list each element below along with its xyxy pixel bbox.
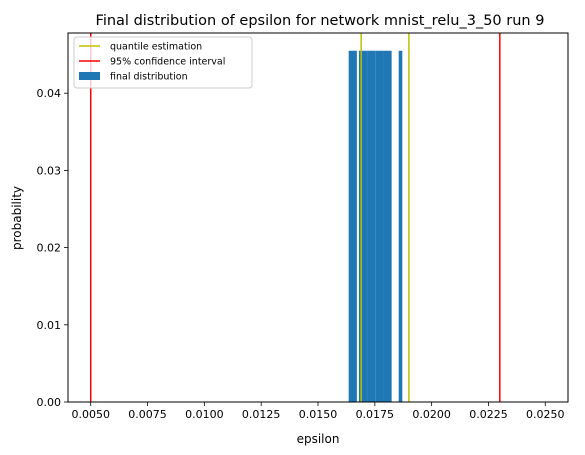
bar-4 <box>383 50 392 403</box>
x-tick-label-1: 0.0075 <box>128 408 167 421</box>
bars-group <box>348 50 403 403</box>
legend-distribution-label: final distribution <box>110 72 188 83</box>
x-tick-label-5: 0.0175 <box>356 408 395 421</box>
legend-ci-label: 95% confidence interval <box>110 57 225 68</box>
y-tick-label-4: 0.04 <box>37 87 62 100</box>
y-axis-ticks: 0.00 0.01 0.02 0.03 0.04 <box>37 87 68 409</box>
x-tick-label-6: 0.0200 <box>412 408 451 421</box>
y-tick-label-0: 0.00 <box>37 396 62 409</box>
legend-distribution-patch <box>79 72 100 80</box>
reference-lines-group <box>89 33 501 402</box>
legend: quantile estimation 95% confidence inter… <box>73 36 253 89</box>
x-tick-label-3: 0.0125 <box>242 408 281 421</box>
bar-0 <box>348 50 357 403</box>
x-tick-label-2: 0.0100 <box>185 408 224 421</box>
bar-1 <box>358 50 368 403</box>
x-tick-label-4: 0.0150 <box>299 408 338 421</box>
x-axis-ticks: 0.0050 0.0075 0.0100 0.0125 0.0150 0.0175 0.02… <box>71 402 565 421</box>
legend-quantile-label: quantile estimation <box>110 42 202 53</box>
x-tick-label-7: 0.0225 <box>469 408 508 421</box>
y-axis-label: probability <box>10 186 24 250</box>
bar-5 <box>398 50 403 403</box>
x-tick-label-0: 0.0050 <box>71 408 110 421</box>
bar-2 <box>367 50 376 403</box>
x-axis-label: epsilon <box>297 432 340 446</box>
y-tick-label-2: 0.02 <box>37 242 62 255</box>
chart-title: Final distribution of epsilon for networ… <box>96 13 545 29</box>
y-tick-label-1: 0.01 <box>37 319 62 332</box>
bar-3 <box>375 50 384 403</box>
legend-box <box>73 36 253 89</box>
x-tick-label-8: 0.0250 <box>526 408 565 421</box>
y-tick-label-3: 0.03 <box>37 164 62 177</box>
